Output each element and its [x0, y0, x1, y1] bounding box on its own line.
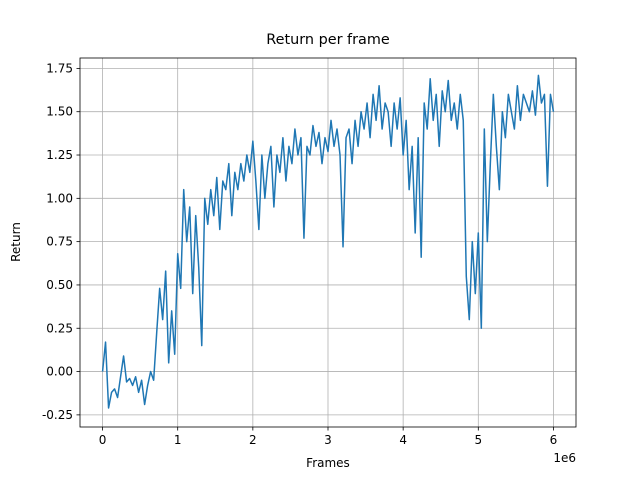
x-tick-label: 2 — [249, 433, 257, 447]
x-tick-label: 0 — [99, 433, 107, 447]
y-tick-label: 1.25 — [46, 148, 73, 162]
x-axis-label: Frames — [306, 456, 350, 470]
y-tick-label: 1.75 — [46, 61, 73, 75]
y-tick-label: 1.50 — [46, 105, 73, 119]
data-line — [101, 74, 555, 409]
x-tick-label: 3 — [324, 433, 332, 447]
y-tick-label: 0.75 — [46, 235, 73, 249]
x-tick-label: 4 — [399, 433, 407, 447]
x-tick-label: 5 — [474, 433, 482, 447]
y-tick-label: 1.00 — [46, 191, 73, 205]
x-tick-label: 6 — [550, 433, 558, 447]
y-tick-label: -0.25 — [42, 408, 73, 422]
chart-title: Return per frame — [266, 32, 390, 48]
plot-frame — [79, 57, 577, 428]
x-tick-label: 1 — [174, 433, 182, 447]
x-offset-label: 1e6 — [553, 451, 576, 465]
y-tick-label: 0.00 — [46, 365, 73, 379]
y-axis-label: Return — [9, 222, 23, 262]
y-tick-label: 0.50 — [46, 278, 73, 292]
y-tick-label: 0.25 — [46, 321, 73, 335]
